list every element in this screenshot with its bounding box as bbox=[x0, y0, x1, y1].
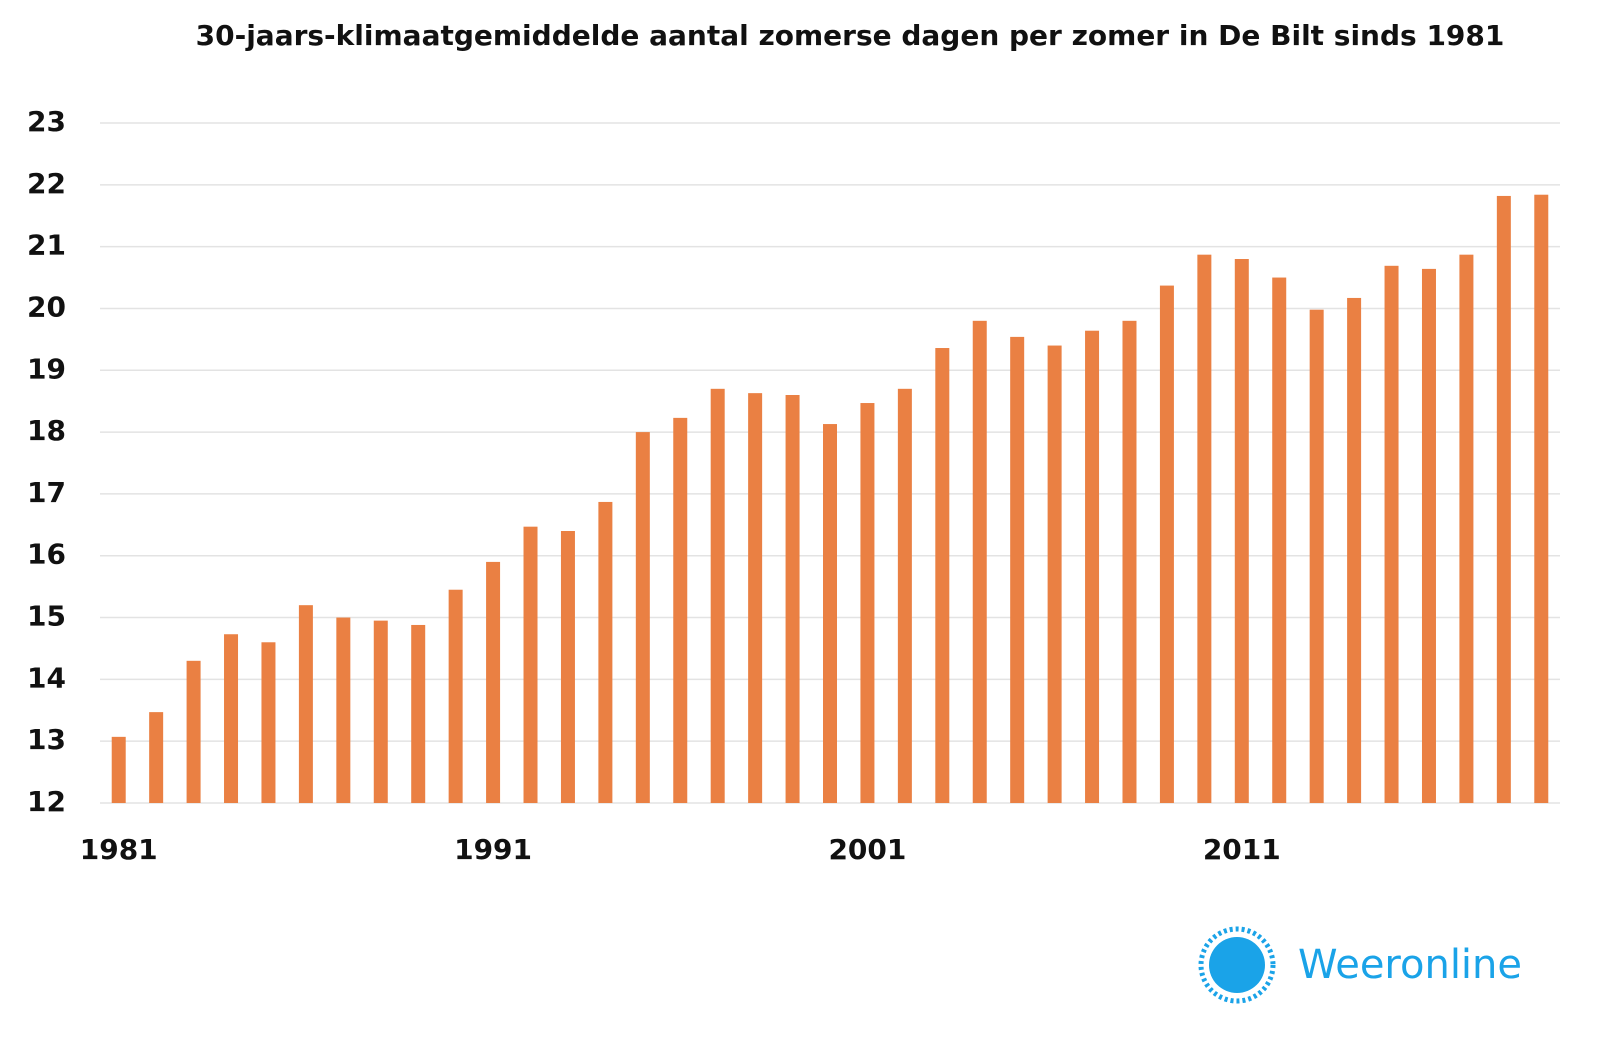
bar bbox=[373, 620, 388, 803]
logo-icon bbox=[1198, 926, 1276, 1004]
y-tick-label: 15 bbox=[27, 600, 66, 633]
x-tick-label: 1981 bbox=[80, 833, 158, 866]
bar bbox=[1309, 309, 1324, 803]
bar bbox=[1384, 265, 1399, 803]
bar bbox=[1272, 277, 1287, 804]
bar bbox=[1421, 268, 1436, 804]
bar bbox=[1159, 285, 1174, 804]
bar bbox=[1496, 195, 1511, 804]
bar bbox=[261, 642, 276, 803]
bar bbox=[972, 320, 987, 803]
bar bbox=[785, 395, 800, 803]
bar bbox=[1197, 254, 1212, 803]
bar bbox=[523, 526, 538, 803]
y-tick-label: 13 bbox=[27, 723, 66, 756]
y-tick-label: 22 bbox=[27, 167, 66, 200]
bar bbox=[1459, 254, 1474, 803]
bar bbox=[448, 589, 463, 803]
bar bbox=[1085, 330, 1100, 803]
y-tick-label: 18 bbox=[27, 414, 66, 447]
y-tick-label: 17 bbox=[27, 476, 66, 509]
bar bbox=[411, 624, 426, 803]
bar bbox=[1347, 297, 1362, 803]
logo-text: Weeronline bbox=[1298, 942, 1522, 988]
bar bbox=[635, 432, 650, 803]
x-tick-label: 2011 bbox=[1203, 833, 1281, 866]
bar bbox=[336, 617, 351, 803]
bar bbox=[224, 634, 239, 803]
bar bbox=[1047, 345, 1062, 803]
bar bbox=[298, 605, 313, 803]
y-tick-label: 16 bbox=[27, 538, 66, 571]
y-tick-label: 20 bbox=[27, 290, 66, 323]
bar bbox=[673, 417, 688, 803]
bar bbox=[748, 393, 763, 803]
bar bbox=[111, 736, 126, 803]
bar bbox=[1010, 336, 1025, 803]
bar bbox=[823, 424, 837, 803]
x-tick-label: 2001 bbox=[828, 833, 906, 866]
y-tick-label: 14 bbox=[27, 661, 66, 694]
bar bbox=[710, 388, 725, 803]
y-tick-label: 21 bbox=[27, 229, 66, 262]
bar bbox=[860, 403, 875, 803]
bar bbox=[1122, 320, 1137, 803]
bar bbox=[486, 561, 501, 803]
y-tick-label: 12 bbox=[27, 785, 66, 818]
bar bbox=[897, 388, 912, 803]
x-tick-label: 1991 bbox=[454, 833, 532, 866]
bar bbox=[1234, 259, 1249, 803]
y-tick-label: 19 bbox=[27, 352, 66, 385]
chart-title: 30-jaars-klimaatgemiddelde aantal zomers… bbox=[196, 19, 1505, 52]
bar bbox=[186, 660, 201, 803]
bar bbox=[1534, 194, 1549, 803]
y-tick-label: 23 bbox=[27, 105, 66, 138]
bar bbox=[935, 348, 950, 803]
bar bbox=[149, 712, 164, 803]
bar bbox=[560, 531, 575, 803]
bar bbox=[598, 501, 613, 803]
